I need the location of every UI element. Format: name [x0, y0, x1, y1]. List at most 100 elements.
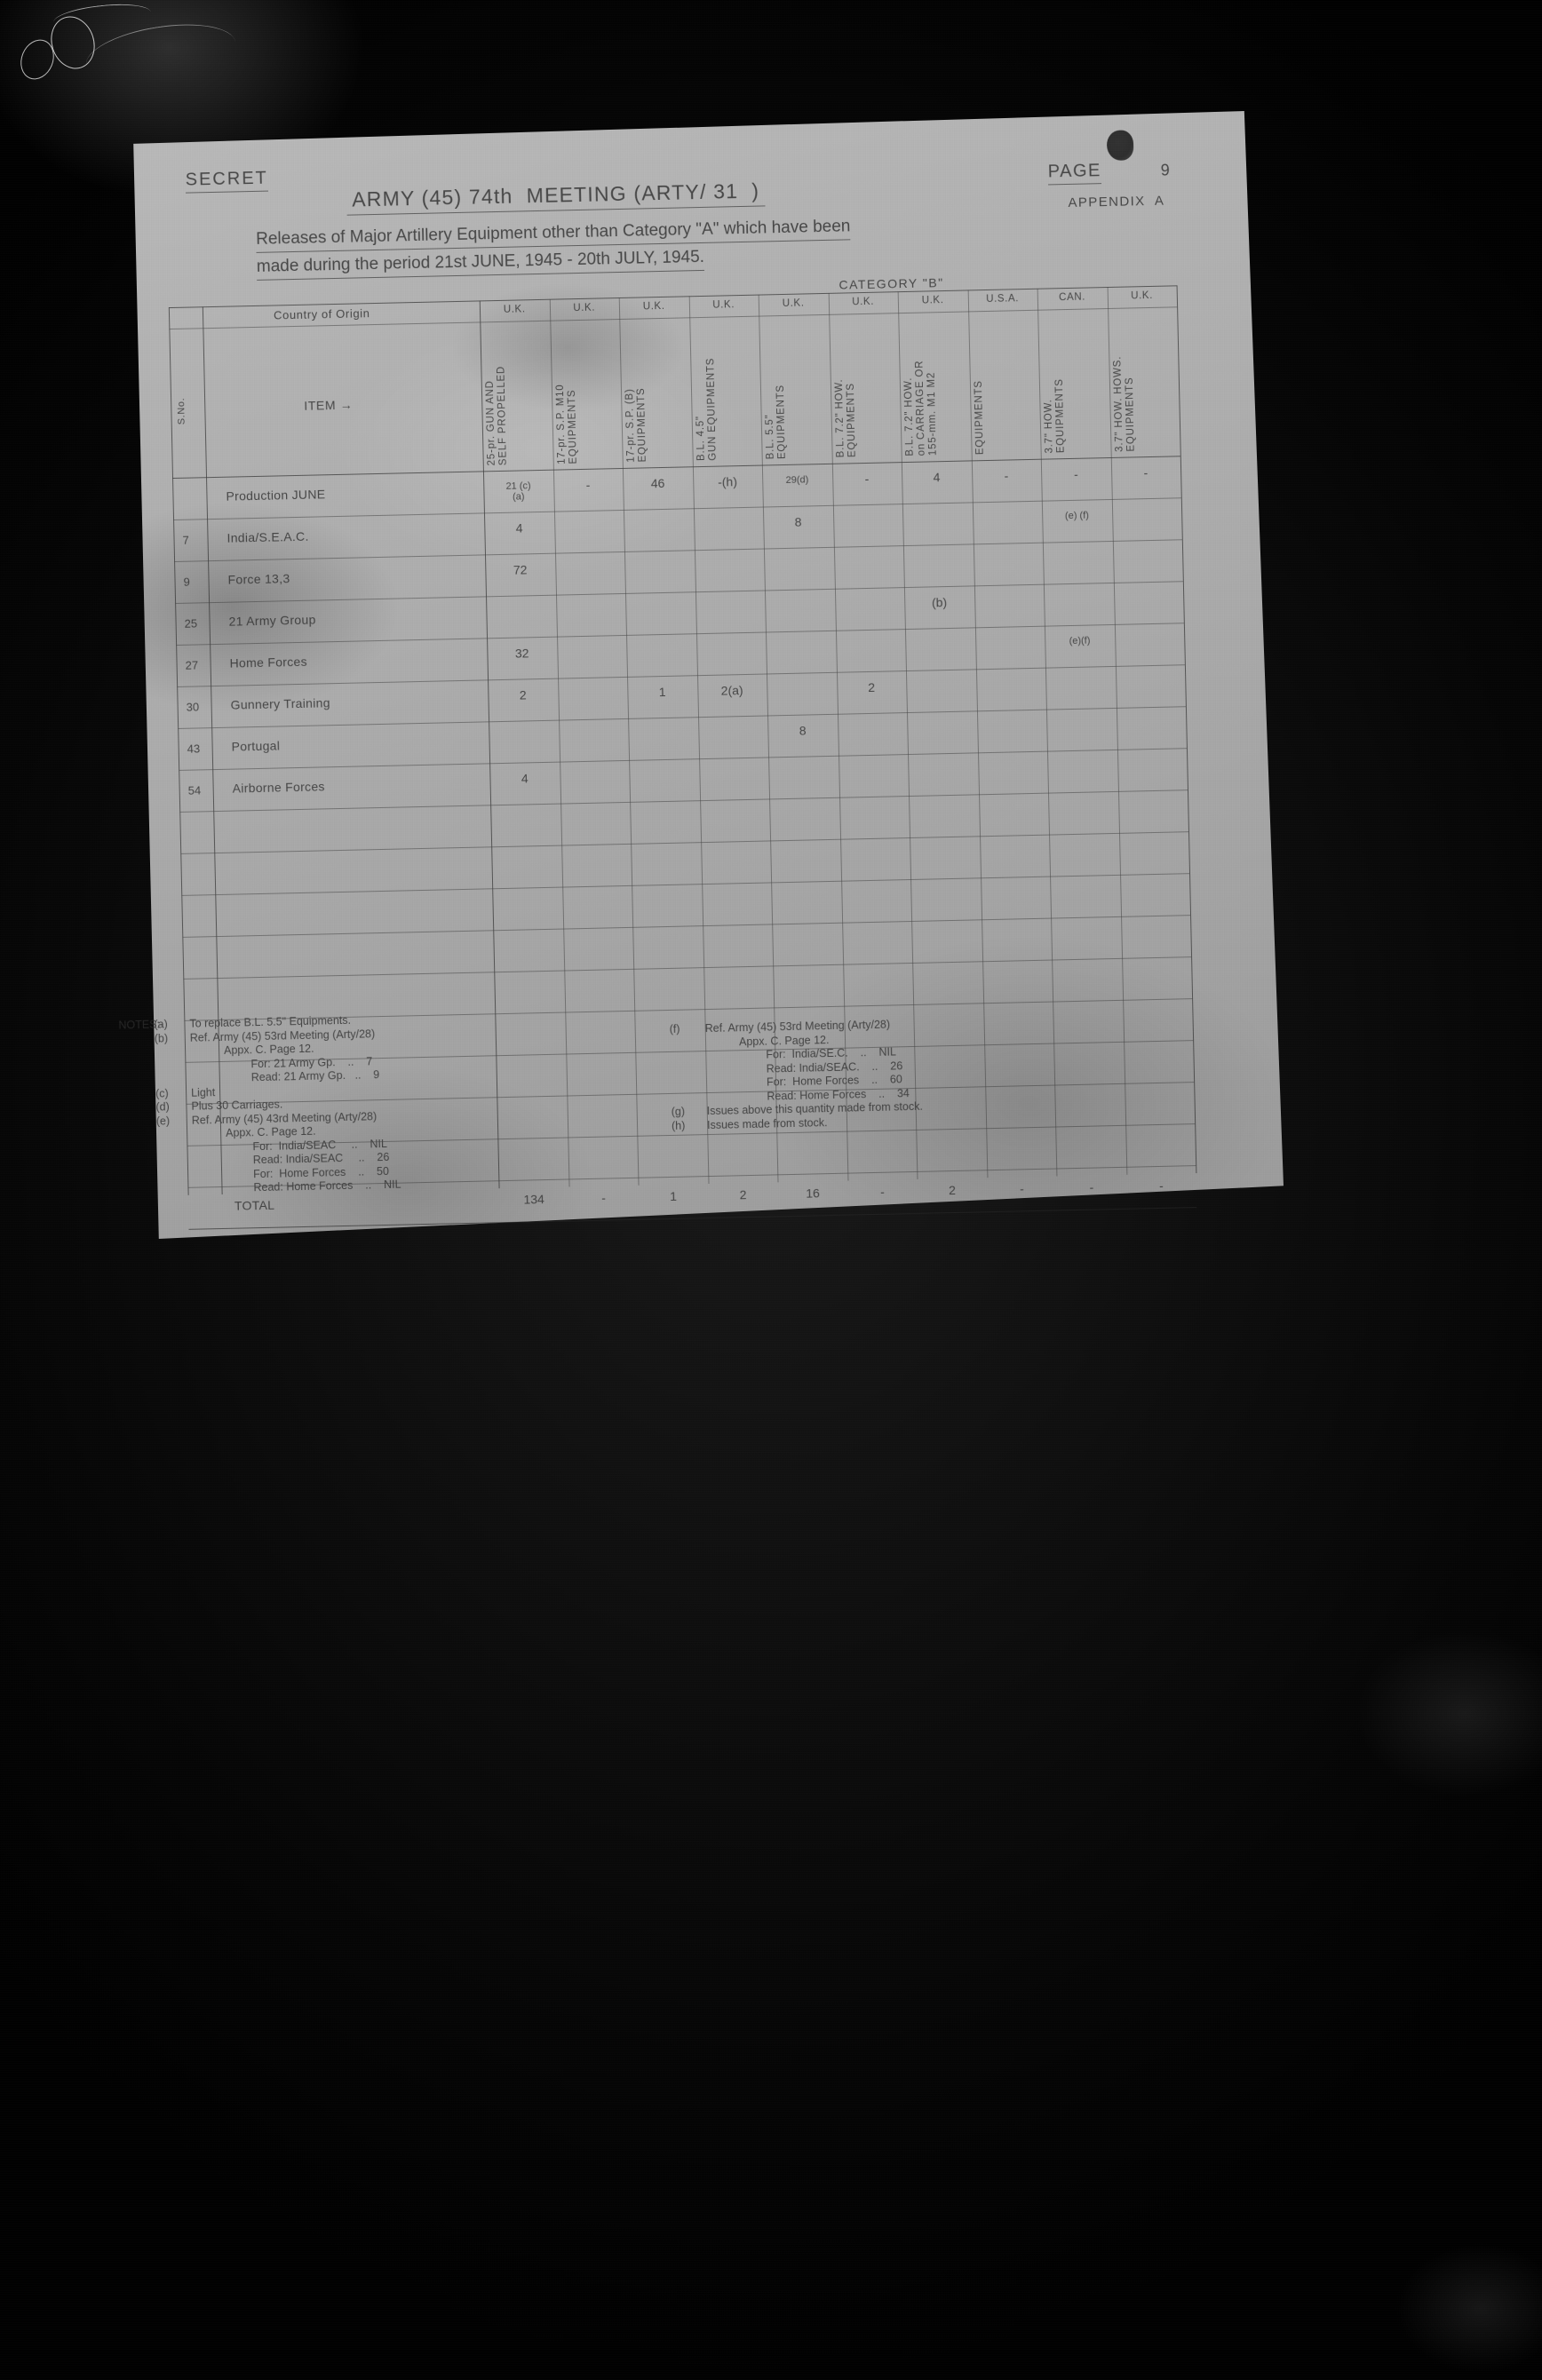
row-label: Gunnery Training: [230, 695, 330, 712]
row-divider: [183, 956, 1192, 980]
table-cell: 1: [658, 684, 666, 700]
footnote-key: (b): [154, 1031, 169, 1045]
header-equipment-column: B.L. 4.5" GUN EQUIPMENTS: [695, 357, 719, 462]
table-cell: (e)(f): [1069, 635, 1091, 647]
row-serial-number: 27: [185, 658, 199, 672]
footnote-text: Light: [190, 1085, 216, 1099]
table-cell: 46: [650, 475, 665, 491]
row-divider: [179, 789, 1188, 813]
header-country-code: U.K.: [782, 298, 805, 309]
header-equipment-column: 25-pr. GUN AND SELF PROPELLED: [484, 365, 509, 466]
footnote-key: (g): [671, 1105, 686, 1118]
row-label: 21 Army Group: [228, 612, 316, 629]
appendix-label: APPENDIX A: [1068, 193, 1165, 210]
table-cell: 72: [513, 562, 528, 577]
row-divider: [180, 831, 1189, 854]
total-row-label: TOTAL: [234, 1197, 275, 1213]
header-equipment-column: B.L. 7.2" HOW. EQUIPMENTS: [833, 378, 858, 458]
footnote-text: Appx. C. Page 12.: [223, 1042, 314, 1057]
subtitle-line-1: Releases of Major Artillery Equipment ot…: [255, 217, 851, 253]
row-label: Home Forces: [229, 654, 308, 670]
document-content: SECRET ARMY (45) 74th MEETING (ARTY/ 31 …: [118, 86, 1308, 1239]
table-cell: -: [864, 471, 870, 487]
footnote-key: (f): [669, 1022, 680, 1035]
footnote-key: (d): [155, 1100, 170, 1114]
footnote-text: For: Home Forces .. 50: [252, 1164, 390, 1180]
row-serial-number: 54: [187, 783, 202, 797]
footnote-key: (e): [155, 1114, 171, 1128]
row-label: Portugal: [231, 738, 281, 754]
footnote-key: (c): [155, 1086, 169, 1100]
header-item: ITEM →: [304, 397, 354, 413]
row-divider: [174, 539, 1182, 563]
ink-blot-icon: [1106, 130, 1134, 161]
row-divider: [181, 873, 1190, 896]
row-divider: [177, 664, 1185, 687]
row-label: Airborne Forces: [232, 779, 325, 796]
table-cell: 32: [514, 646, 529, 661]
header-equipment-column: 17-pr. S.P. M10 EQUIPMENTS: [554, 383, 579, 464]
total-cell: -: [1158, 1178, 1164, 1193]
total-cell: 2: [948, 1182, 957, 1198]
header-country-code: CAN.: [1059, 291, 1086, 304]
header-serial: S.No.: [176, 397, 187, 425]
table-cell: 2(a): [720, 683, 743, 698]
page-number: 9: [1160, 161, 1170, 179]
total-cell: 2: [739, 1187, 747, 1202]
footnote-key: (a): [154, 1018, 168, 1031]
footnote-key: (h): [671, 1119, 686, 1132]
footnote-text: Issues made from stock.: [706, 1115, 828, 1131]
footnote-text: For: Home Forces .. 60: [766, 1073, 902, 1089]
total-cell: -: [601, 1190, 607, 1205]
table-cell: 8: [794, 514, 802, 529]
footnote-text: Read: India/SEAC .. 26: [252, 1150, 390, 1167]
table-cell: 8: [799, 723, 807, 738]
total-cell: 16: [806, 1186, 820, 1201]
table-border-bottom: [188, 1207, 1197, 1230]
table-cell: -: [1143, 465, 1149, 480]
row-divider: [179, 748, 1187, 771]
row-serial-number: 7: [182, 533, 189, 547]
classification-stamp: SECRET: [185, 168, 269, 194]
table-cell: 4: [933, 470, 941, 485]
header-country-code: U.K.: [503, 304, 526, 315]
row-serial-number: 43: [187, 742, 201, 756]
total-cell: 1: [669, 1188, 678, 1204]
total-cell: -: [1089, 1179, 1094, 1194]
footnote-text: For: 21 Army Gp. .. 7: [250, 1054, 373, 1070]
meeting-reference: ARMY (45) 74th MEETING (ARTY/ 31 ): [346, 178, 766, 216]
footnotes-right-column: (f) Ref. Army (45) 53rd Meeting (Arty/28)…: [670, 1012, 1170, 1133]
header-equipment-column: B.L. 5.5" EQUIPMENTS: [764, 384, 788, 460]
footnote-text: For: India/SE.C. .. NIL: [766, 1045, 897, 1061]
table-cell: 29(d): [785, 474, 809, 486]
header-equipment-column: 17-pr. S.P. (B) EQUIPMENTS: [624, 387, 648, 463]
subtitle-line-2: made during the period 21st JUNE, 1945 -…: [256, 247, 705, 281]
header-country-code: U.K.: [642, 300, 665, 313]
total-cell: -: [1019, 1181, 1024, 1196]
footnote-text: Read: Home Forces .. NIL: [253, 1178, 401, 1194]
row-divider: [175, 581, 1183, 604]
row-divider: [182, 915, 1191, 938]
footnote-text: Read: India/SEAC. .. 26: [766, 1059, 903, 1075]
table-cell: 2: [519, 687, 527, 702]
category-label: CATEGORY "B": [839, 275, 944, 292]
header-country-code: U.K.: [712, 299, 735, 311]
header-country-of-origin: Country of Origin: [273, 306, 370, 322]
table-cell: -: [1073, 466, 1078, 481]
table-cell: (e) (f): [1064, 510, 1090, 522]
table-cell: 21 (c) (a): [505, 480, 531, 503]
table-cell: 4: [521, 771, 529, 786]
header-equipment-column: EQUIPMENTS: [973, 380, 986, 456]
footnote-text: Plus 30 Carriages.: [191, 1098, 283, 1113]
footnote-text: Appx. C. Page 12.: [738, 1033, 830, 1048]
table-cell: -(h): [717, 474, 738, 489]
total-cell: -: [879, 1184, 885, 1199]
table-cell: -: [1004, 468, 1009, 483]
table-cell: 2: [868, 679, 876, 694]
header-country-code: U.K.: [1131, 290, 1154, 302]
table-cell: 4: [515, 520, 523, 536]
header-country-code: U.K.: [852, 296, 875, 308]
row-serial-number: 9: [183, 575, 190, 589]
total-cell: 134: [523, 1192, 544, 1207]
footnote-text: Appx. C. Page 12.: [225, 1124, 316, 1139]
